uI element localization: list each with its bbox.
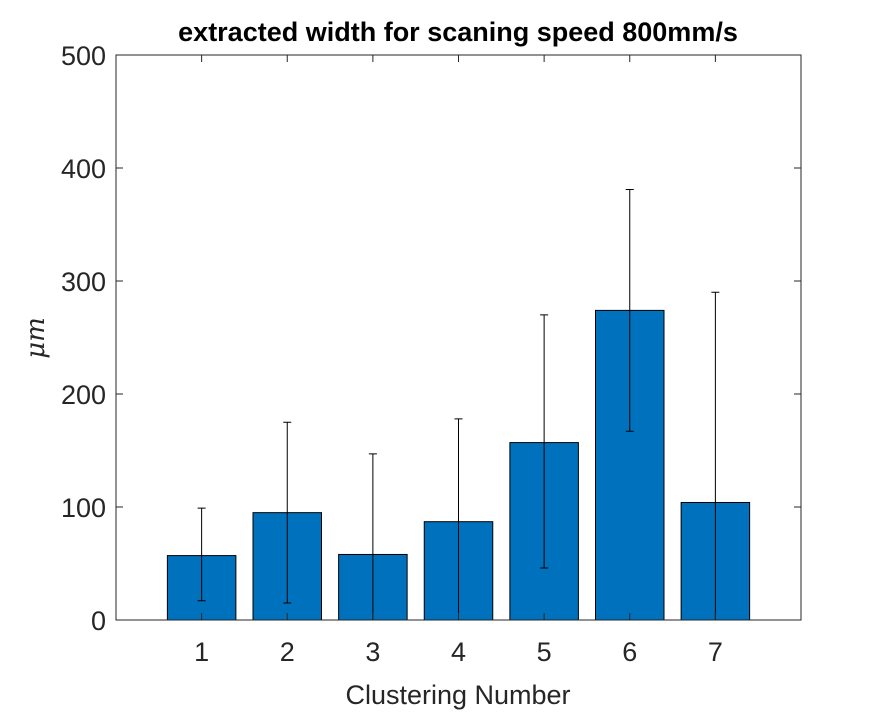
y-tick-label-500: 500 xyxy=(61,41,106,71)
x-tick-label-2: 2 xyxy=(280,637,295,667)
x-tick-label-7: 7 xyxy=(708,637,723,667)
error-bar-2 xyxy=(283,421,292,604)
y-tick-label-100: 100 xyxy=(61,493,106,523)
x-tick-label-1: 1 xyxy=(194,637,209,667)
chart-title: extracted width for scaning speed 800mm/… xyxy=(178,17,738,47)
error-bar-6 xyxy=(625,188,634,432)
x-axis-label: Clustering Number xyxy=(345,680,570,710)
y-axis-label: μm xyxy=(21,317,51,359)
x-tick-label-4: 4 xyxy=(451,637,466,667)
error-bar-1 xyxy=(197,507,206,602)
y-tick-label-300: 300 xyxy=(61,267,106,297)
x-tick-label-3: 3 xyxy=(365,637,380,667)
x-tick-label-6: 6 xyxy=(622,637,637,667)
plot-area: 0 100 200 300 400 500 1 2 3 4 5 6 7 xyxy=(61,41,802,667)
y-tick-label-0: 0 xyxy=(91,606,106,636)
x-tick-label-5: 5 xyxy=(537,637,552,667)
y-tick-label-400: 400 xyxy=(61,154,106,184)
error-bar-5 xyxy=(540,314,549,569)
y-tick-label-200: 200 xyxy=(61,380,106,410)
